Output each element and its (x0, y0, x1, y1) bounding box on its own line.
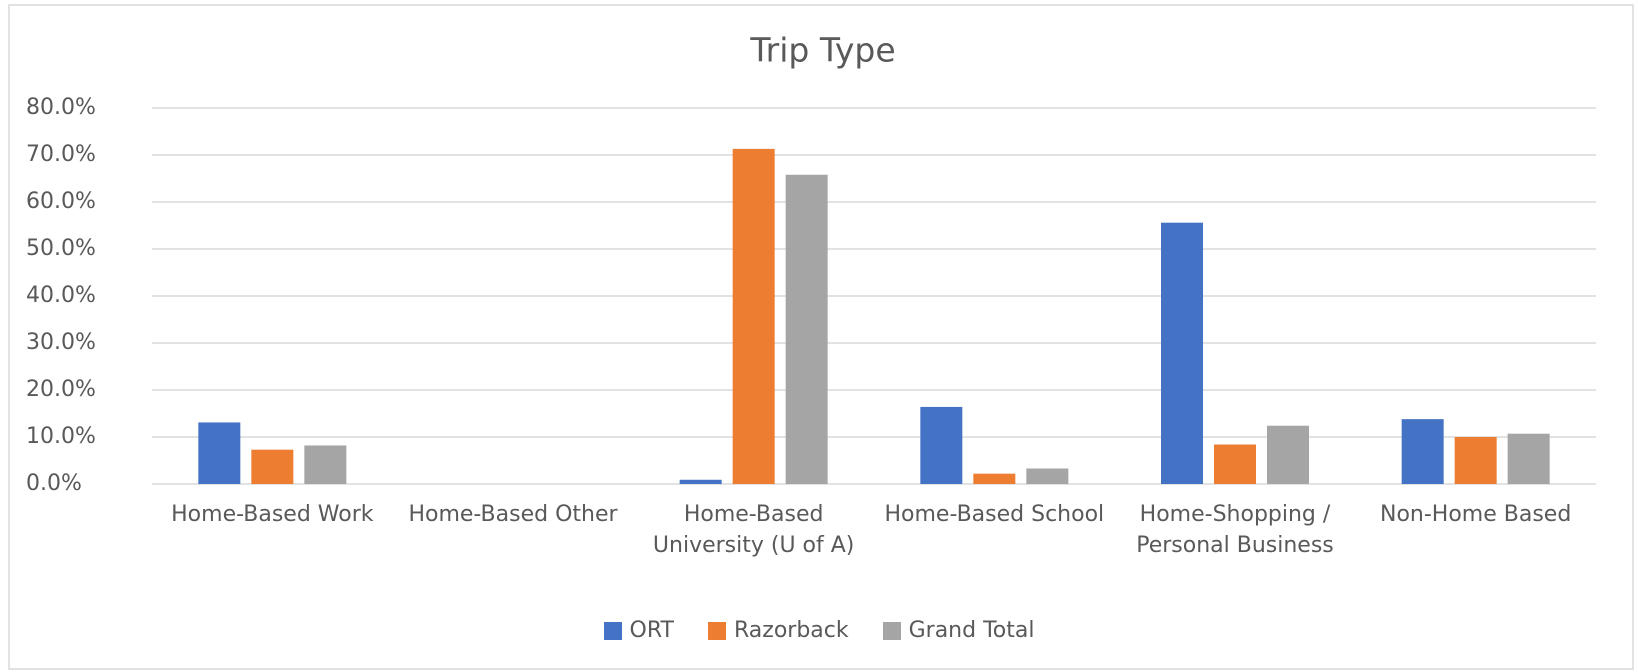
bar (1026, 468, 1069, 484)
legend-swatch (707, 621, 726, 640)
y-tick-label: 80.0% (26, 95, 96, 120)
bar (304, 445, 347, 484)
x-tick-label: Home-Based Work (171, 502, 374, 527)
x-tick-label: Home-Based Other (408, 502, 618, 527)
y-tick-label: 70.0% (26, 142, 96, 167)
legend-label: Grand Total (908, 618, 1035, 643)
bar (732, 148, 775, 484)
bar (1267, 425, 1309, 484)
bar (251, 449, 294, 484)
bar (920, 406, 963, 484)
bar (973, 473, 1016, 484)
bar (1401, 419, 1444, 484)
y-tick-label: 30.0% (26, 330, 96, 355)
bar (679, 479, 722, 484)
bar (785, 174, 828, 485)
y-tick-label: 20.0% (26, 377, 96, 402)
chart-border (8, 4, 1634, 670)
bar (1161, 222, 1203, 484)
legend-item: Razorback (707, 618, 849, 643)
bar (1214, 444, 1256, 484)
legend-swatch (882, 621, 901, 640)
legend-label: ORT (629, 618, 674, 643)
y-tick-label: 40.0% (26, 283, 96, 308)
legend: ORT Razorback Grand Total (0, 618, 1638, 643)
x-tick-label: Home-Based School (884, 502, 1105, 527)
y-tick-label: 50.0% (26, 236, 96, 261)
legend-label: Razorback (733, 618, 849, 643)
legend-item: Grand Total (882, 618, 1035, 643)
x-tick-label: Home-Based University (U of A) (652, 502, 855, 558)
bar (1507, 433, 1550, 484)
y-tick-label: 0.0% (26, 471, 82, 496)
x-tick-label: Home-Shopping / Personal Business (1136, 502, 1334, 558)
x-tick-label: Non-Home Based (1380, 502, 1572, 527)
legend-item: ORT (603, 618, 674, 643)
bar (1454, 437, 1497, 484)
y-tick-label: 10.0% (26, 424, 96, 449)
legend-swatch (603, 621, 622, 640)
bar (198, 422, 241, 484)
y-tick-label: 60.0% (26, 189, 96, 214)
chart-title: Trip Type (749, 31, 895, 70)
